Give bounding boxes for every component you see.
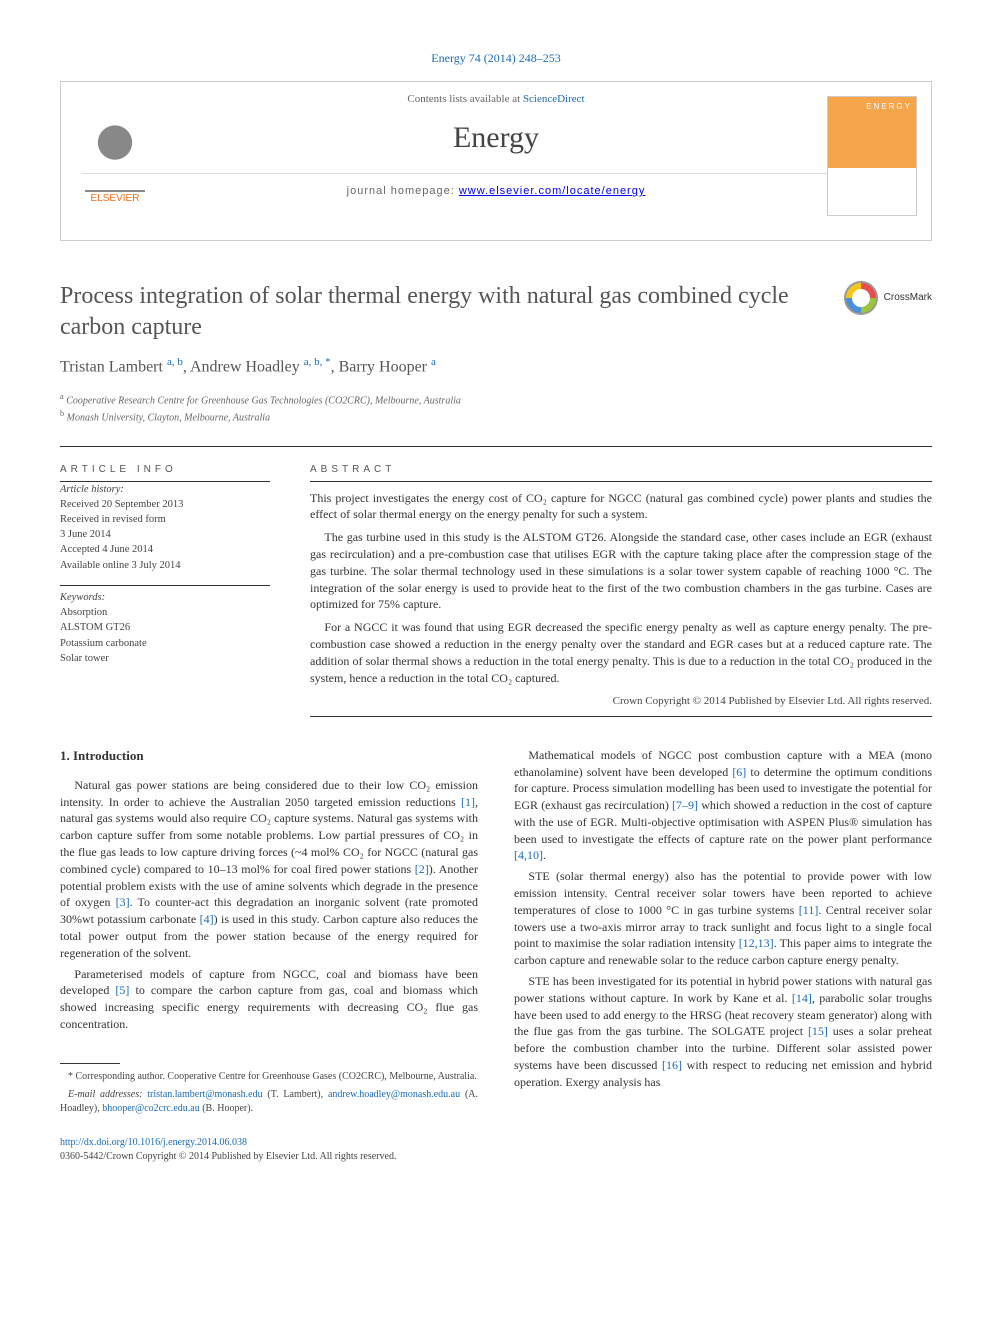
journal-homepage-line: journal homepage: www.elsevier.com/locat…	[81, 173, 911, 199]
abstract-rule	[310, 481, 932, 482]
article-title: Process integration of solar thermal ene…	[60, 281, 824, 343]
affiliations-block: a Cooperative Research Centre for Greenh…	[60, 391, 932, 426]
info-rule-2	[60, 585, 270, 586]
abstract-text: This project investigates the energy cos…	[310, 490, 932, 687]
article-info-column: ARTICLE INFO Article history: Received 2…	[60, 463, 270, 717]
keywords-label: Keywords:	[60, 590, 270, 605]
keywords-block: Keywords: AbsorptionALSTOM GT26Potassium…	[60, 590, 270, 666]
sciencedirect-link[interactable]: ScienceDirect	[523, 93, 585, 105]
intro-para-4: STE (solar thermal energy) also has the …	[514, 868, 932, 969]
body-two-column: 1. Introduction Natural gas power statio…	[60, 747, 932, 1116]
contents-prefix: Contents lists available at	[407, 93, 522, 105]
homepage-url[interactable]: www.elsevier.com/locate/energy	[459, 185, 646, 197]
abstract-rule-bottom	[310, 716, 932, 717]
journal-cover-label: ENERGY	[866, 102, 912, 111]
footnote-separator	[60, 1063, 120, 1064]
abstract-copyright: Crown Copyright © 2014 Published by Else…	[310, 694, 932, 709]
abstract-heading: ABSTRACT	[310, 463, 932, 477]
journal-header-box: ELSEVIER ENERGY Contents lists available…	[60, 81, 932, 241]
history-label: Article history:	[60, 482, 270, 497]
intro-para-5: STE has been investigated for its potent…	[514, 973, 932, 1091]
rule-above-info	[60, 446, 932, 447]
authors-line: Tristan Lambert a, b, Andrew Hoadley a, …	[60, 355, 932, 379]
intro-para-1: Natural gas power stations are being con…	[60, 777, 478, 962]
section-heading-intro: 1. Introduction	[60, 747, 478, 765]
homepage-label: journal homepage:	[347, 185, 459, 197]
page-root: Energy 74 (2014) 248–253 ELSEVIER ENERGY…	[0, 0, 992, 1214]
doi-link[interactable]: http://dx.doi.org/10.1016/j.energy.2014.…	[60, 1137, 247, 1148]
article-info-heading: ARTICLE INFO	[60, 463, 270, 477]
journal-name: Energy	[81, 117, 911, 159]
footnotes-block: * Corresponding author. Cooperative Cent…	[60, 1070, 478, 1116]
elsevier-logo-text: ELSEVIER	[91, 192, 140, 206]
keywords-lines: AbsorptionALSTOM GT26Potassium carbonate…	[60, 605, 270, 666]
title-row: Process integration of solar thermal ene…	[60, 281, 932, 343]
intro-para-3: Mathematical models of NGCC post combust…	[514, 747, 932, 865]
intro-para-2: Parameterised models of capture from NGC…	[60, 966, 478, 1033]
page-footer: http://dx.doi.org/10.1016/j.energy.2014.…	[60, 1136, 932, 1164]
info-abstract-row: ARTICLE INFO Article history: Received 2…	[60, 463, 932, 717]
elsevier-logo: ELSEVIER	[75, 96, 155, 206]
article-history-block: Article history: Received 20 September 2…	[60, 482, 270, 573]
email-addresses-line: E-mail addresses: tristan.lambert@monash…	[60, 1088, 478, 1116]
elsevier-tree-icon	[85, 117, 145, 192]
header-citation: Energy 74 (2014) 248–253	[60, 50, 932, 67]
crossmark-icon	[844, 281, 878, 315]
history-lines: Received 20 September 2013Received in re…	[60, 497, 270, 573]
crossmark-widget[interactable]: CrossMark	[844, 281, 932, 315]
abstract-column: ABSTRACT This project investigates the e…	[310, 463, 932, 717]
crossmark-label: CrossMark	[884, 291, 932, 305]
contents-available-line: Contents lists available at ScienceDirec…	[81, 92, 911, 107]
issn-copyright-line: 0360-5442/Crown Copyright © 2014 Publish…	[60, 1151, 396, 1162]
journal-cover-thumbnail: ENERGY	[827, 96, 917, 216]
corresponding-author-note: * Corresponding author. Cooperative Cent…	[60, 1070, 478, 1084]
